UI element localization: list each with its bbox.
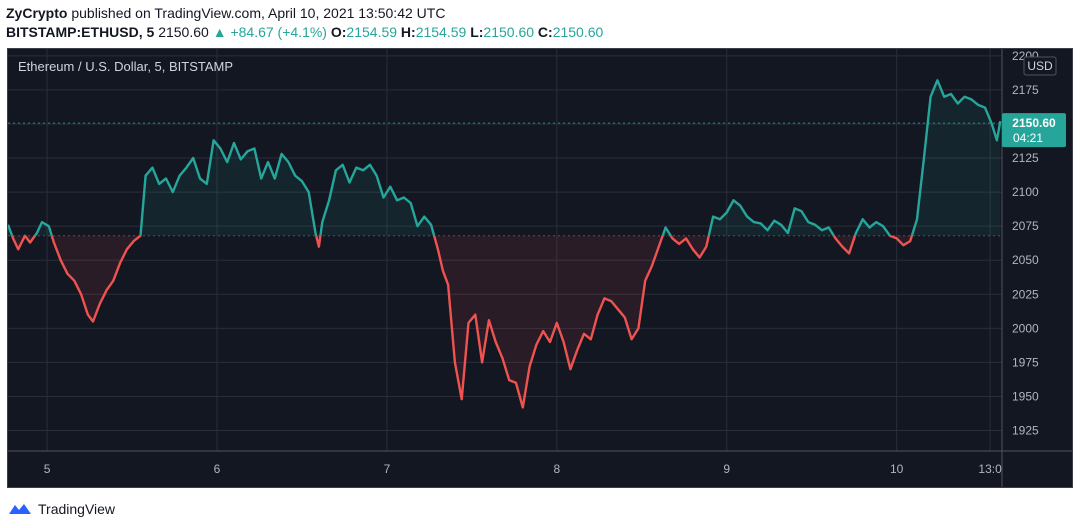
high-value: 2154.59 (415, 24, 467, 40)
chart-title: Ethereum / U.S. Dollar, 5, BITSTAMP (18, 59, 233, 74)
close-value: 2150.60 (552, 24, 604, 40)
price-chart[interactable]: 1925 1950 1975 2000 2025 2050 2075 2100 2125 2150… (8, 49, 1072, 487)
area-above-baseline (8, 80, 1001, 236)
y-tick-label: 2025 (1012, 287, 1039, 301)
low-label: L: (470, 24, 484, 40)
y-tick-label: 2000 (1012, 321, 1039, 335)
footer: TradingView (8, 500, 115, 518)
x-tick-label: 8 (553, 462, 560, 476)
price-line-below (10, 235, 914, 409)
time-axis: 5 6 7 8 9 10 13:0 (8, 450, 1072, 476)
high-label: H: (400, 24, 416, 40)
y-tick-label: 2125 (1012, 151, 1039, 165)
publish-text: published on TradingView.com, April 10, … (71, 5, 446, 21)
last-price: 2150.60 (158, 24, 209, 40)
last-price-tag: 2150.60 04:21 (1002, 113, 1066, 148)
y-tick-label: 1925 (1012, 424, 1039, 438)
countdown-value: 04:21 (1013, 131, 1043, 145)
x-tick-label: 13:0 (978, 462, 1002, 476)
close-label: C: (537, 24, 553, 40)
open-value: 2154.59 (346, 24, 398, 40)
x-tick-label: 9 (723, 462, 730, 476)
area-below-baseline (8, 235, 1001, 408)
currency-badge[interactable]: USD (1023, 56, 1057, 76)
price-change: ▲ +84.67 (+4.1%) (212, 24, 327, 40)
y-tick-label: 2050 (1012, 253, 1039, 267)
last-price-tag-value: 2150.60 (1012, 116, 1056, 130)
y-tick-label: 1950 (1012, 389, 1039, 403)
price-line-above (8, 79, 1002, 236)
x-tick-label: 5 (44, 462, 51, 476)
x-tick-label: 10 (890, 462, 904, 476)
tradingview-logo-icon (9, 504, 31, 514)
symbol-label: BITSTAMP:ETHUSD, 5 (6, 24, 155, 40)
x-tick-label: 6 (214, 462, 221, 476)
footer-brand: TradingView (38, 501, 116, 517)
y-tick-label: 2100 (1012, 185, 1039, 199)
currency-label: USD (1027, 59, 1053, 73)
grid-lines (8, 49, 1002, 451)
low-value: 2150.60 (483, 24, 535, 40)
x-tick-label: 7 (384, 462, 391, 476)
y-tick-label: 2075 (1012, 219, 1039, 233)
area-fills (8, 80, 1001, 408)
publisher-name: ZyCrypto (6, 5, 68, 21)
chart-frame: 1925 1950 1975 2000 2025 2050 2075 2100 2125 2150… (7, 48, 1073, 488)
publish-line: ZyCrypto published on TradingView.com, A… (6, 5, 445, 21)
open-label: O: (330, 24, 347, 40)
y-tick-label: 2175 (1012, 83, 1039, 97)
price-lines (8, 79, 1002, 409)
y-tick-label: 1975 (1012, 355, 1039, 369)
symbol-line: BITSTAMP:ETHUSD, 5 2150.60 ▲ +84.67 (+4.… (6, 24, 603, 40)
